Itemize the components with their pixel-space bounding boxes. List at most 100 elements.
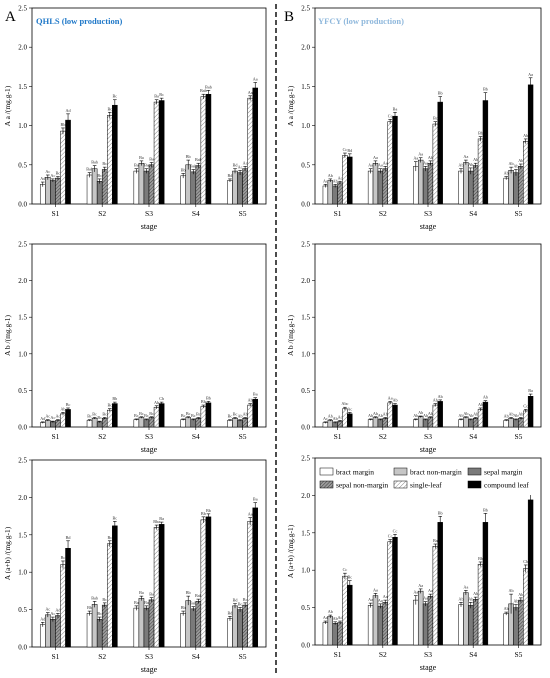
bar-sepal-non-margin: [337, 622, 343, 646]
significance-label: Ab: [518, 592, 523, 597]
bar-sepal-margin: [50, 619, 56, 648]
x-tick-label: S2: [379, 650, 387, 659]
significance-label: Bb: [181, 167, 186, 172]
bar-bract-margin: [413, 599, 419, 646]
bar-single-leaf: [477, 138, 484, 205]
significance-label: Ac: [45, 607, 50, 612]
y-tick-label: 1.0: [18, 350, 27, 358]
significance-label: Bc: [134, 413, 139, 418]
bar-compound-leaf: [112, 104, 118, 205]
bar-sepal-margin: [50, 421, 56, 428]
bar-sepal-margin: [237, 609, 243, 648]
significance-label: Ac: [338, 414, 343, 419]
significance-label: Bc: [186, 411, 191, 416]
significance-label: Bc: [433, 116, 438, 121]
bar-bract-margin: [503, 420, 509, 428]
bar-sepal-non-margin: [148, 417, 155, 428]
x-tick-label: S4: [469, 209, 477, 218]
significance-label: Bb: [478, 131, 483, 136]
chart-4: 0.0 0.5 1.0 1.5 2.0 2.5 A b /(mg.g-1) stage S1 Ac…: [286, 241, 542, 454]
significance-label: Ad: [323, 615, 329, 620]
y-tick-label: 1.5: [18, 83, 27, 91]
bar-compound-leaf: [527, 396, 534, 428]
significance-label: Aa: [373, 587, 378, 592]
bar-single-leaf: [342, 155, 348, 205]
significance-label: Aa: [463, 584, 468, 589]
y-tick-label: 0.5: [301, 161, 310, 169]
significance-label: Ab: [523, 133, 528, 138]
x-tick-label: S3: [145, 209, 153, 218]
x-tick-label: S1: [334, 650, 342, 659]
bar-compound-leaf: [252, 507, 259, 648]
bar-compound-leaf: [392, 404, 398, 428]
significance-label: Ac: [347, 406, 352, 411]
significance-label: Ab: [468, 162, 473, 167]
significance-label: Abc: [341, 401, 348, 406]
bar-single-leaf: [60, 564, 66, 648]
x-tick-label: S2: [98, 432, 106, 441]
bar-sepal-margin: [190, 419, 197, 428]
bar-sepal-margin: [50, 180, 56, 205]
bar-sepal-margin: [513, 419, 519, 428]
x-axis-label: stage: [420, 445, 437, 454]
significance-label: Bc: [113, 515, 118, 520]
y-tick-label: 2.5: [18, 241, 27, 249]
significance-label: Bd: [233, 598, 239, 603]
bar-bract-margin: [503, 177, 509, 205]
bar-bract-non-margin: [327, 420, 333, 428]
x-tick-label: S5: [514, 432, 522, 441]
bar-bract-margin: [367, 605, 374, 646]
significance-label: Aa: [383, 594, 388, 599]
bar-sepal-margin: [468, 419, 474, 428]
significance-label: Ab: [368, 413, 373, 418]
significance-label: Bc: [87, 414, 92, 419]
bar-sepal-margin: [513, 607, 519, 646]
bar-bract-non-margin: [138, 598, 145, 648]
bar-sepal-margin: [190, 171, 197, 205]
bar-compound-leaf: [65, 119, 71, 205]
significance-label: Ab: [478, 402, 483, 407]
significance-label: Ab: [328, 173, 333, 178]
chart-6: 0.0 0.5 1.0 1.5 2.0 2.5 A (a+b) /(mg.g-1) stage…: [286, 455, 542, 672]
significance-label: Ba: [528, 388, 533, 393]
bar-single-leaf: [477, 409, 484, 428]
bar-sepal-margin: [377, 419, 384, 428]
significance-label: Bb: [483, 507, 488, 512]
bar-single-leaf: [200, 406, 207, 428]
bar-sepal-non-margin: [472, 417, 479, 428]
y-tick-label: 2.0: [301, 277, 310, 285]
bar-bract-non-margin: [185, 600, 191, 648]
significance-label: Ab: [513, 164, 518, 169]
significance-label: Aa: [378, 598, 383, 603]
bar-compound-leaf: [252, 87, 259, 205]
bar-single-leaf: [387, 541, 393, 646]
bar-sepal-non-margin: [382, 417, 388, 428]
significance-label: Bc: [102, 161, 107, 166]
significance-label: Ab: [509, 588, 514, 593]
bar-single-leaf: [387, 402, 393, 428]
significance-label: Bc: [191, 413, 196, 418]
significance-label: Ab: [518, 158, 523, 163]
bar-bract-margin: [227, 420, 233, 428]
significance-label: Ab: [243, 411, 248, 416]
bar-sepal-non-margin: [101, 417, 108, 428]
significance-label: Ab: [333, 178, 338, 183]
significance-label: Bd: [347, 148, 353, 153]
significance-label: Bba: [153, 519, 160, 524]
significance-label: Aa: [253, 76, 258, 81]
significance-label: Ab: [373, 411, 378, 416]
significance-label: Ab: [423, 413, 428, 418]
bar-bract-margin: [180, 419, 186, 428]
significance-label: Bc: [233, 411, 238, 416]
bar-compound-leaf: [112, 525, 118, 648]
significance-label: Bc: [66, 402, 71, 407]
bar-single-leaf: [200, 96, 207, 205]
legend-swatch-single-leaf: [393, 480, 408, 489]
significance-label: Ab: [433, 398, 438, 403]
bar-bract-margin: [133, 607, 140, 648]
x-tick-label: S5: [239, 209, 247, 218]
y-tick-label: 0.5: [18, 161, 27, 169]
bar-single-leaf: [387, 121, 393, 205]
bar-compound-leaf: [347, 584, 353, 646]
